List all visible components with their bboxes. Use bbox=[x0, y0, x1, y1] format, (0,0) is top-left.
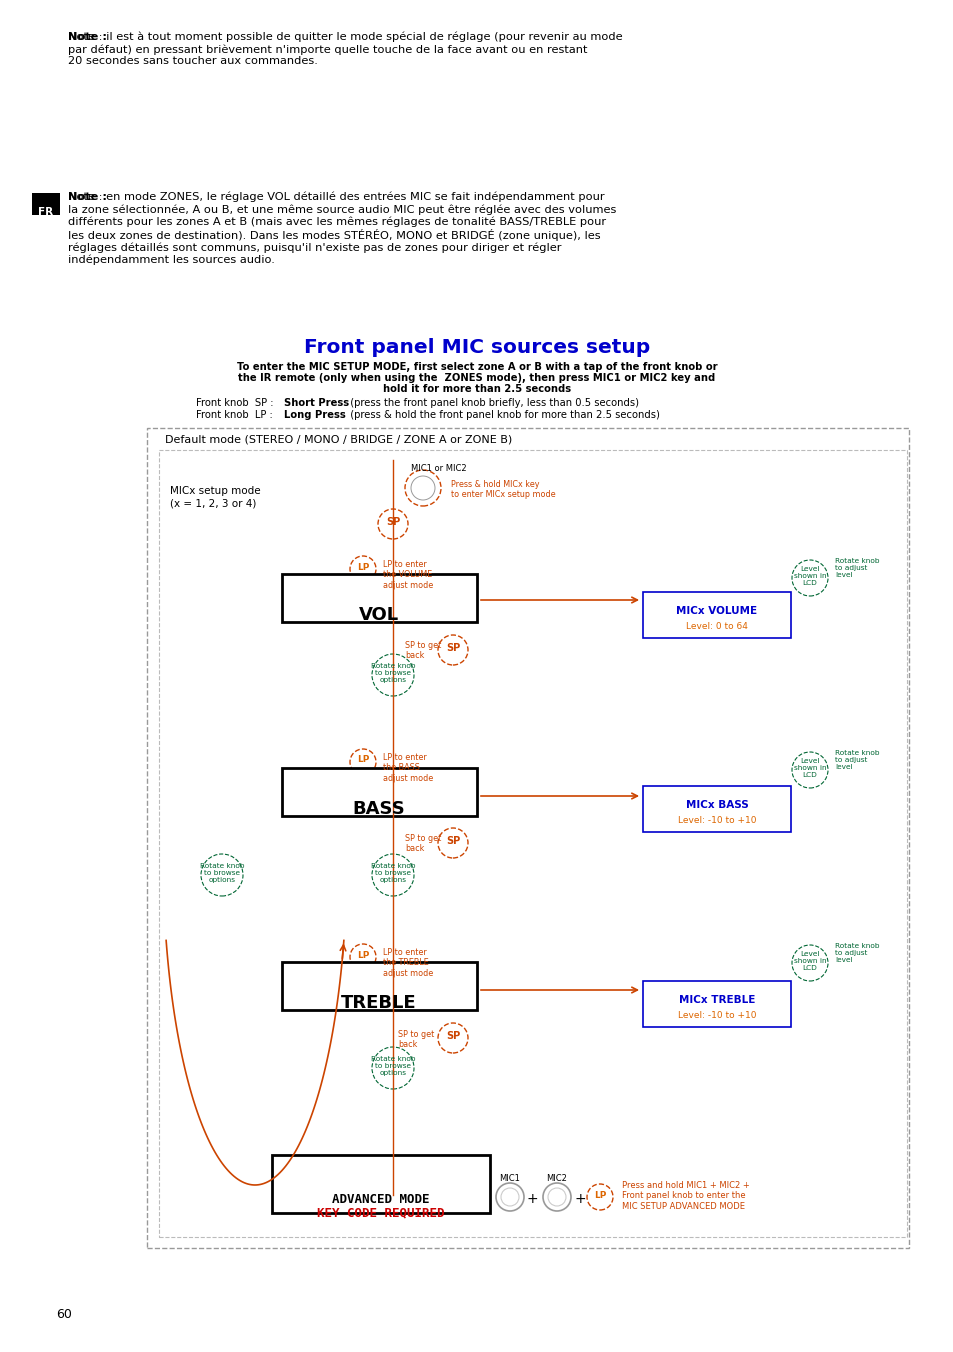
Text: Note : il est à tout moment possible de quitter le mode spécial de réglage (pour: Note : il est à tout moment possible de … bbox=[68, 32, 622, 66]
Text: Front knob  SP :: Front knob SP : bbox=[195, 397, 276, 408]
Text: FR: FR bbox=[38, 207, 53, 218]
Bar bbox=[272, 1155, 490, 1213]
Text: Note : en mode ZONES, le réglage VOL détaillé des entrées MIC se fait indépendam: Note : en mode ZONES, le réglage VOL dét… bbox=[68, 192, 616, 265]
Text: SP: SP bbox=[445, 1032, 459, 1041]
Text: MICx VOLUME: MICx VOLUME bbox=[676, 606, 757, 617]
Bar bbox=[32, 193, 60, 215]
Bar bbox=[147, 429, 908, 1248]
Text: (press the front panel knob briefly, less than 0.5 seconds): (press the front panel knob briefly, les… bbox=[344, 397, 639, 408]
Text: Rotate knob
to adjust
level: Rotate knob to adjust level bbox=[834, 558, 879, 579]
Text: SP to get
back: SP to get back bbox=[405, 641, 441, 660]
Text: Level
shown in
LCD: Level shown in LCD bbox=[793, 950, 825, 971]
Text: MICx setup mode: MICx setup mode bbox=[170, 485, 260, 496]
Text: To enter the MIC SETUP MODE, first select zone A or B with a tap of the front kn: To enter the MIC SETUP MODE, first selec… bbox=[236, 362, 717, 372]
Bar bbox=[282, 575, 476, 622]
Text: LP: LP bbox=[356, 562, 369, 572]
Text: LP to enter
the BASS
adjust mode: LP to enter the BASS adjust mode bbox=[382, 753, 433, 783]
Text: SP to get
back: SP to get back bbox=[397, 1030, 434, 1049]
Text: +: + bbox=[574, 1192, 585, 1206]
Text: TREBLE: TREBLE bbox=[341, 994, 416, 1013]
Text: Note :: Note : bbox=[68, 192, 107, 201]
Text: Level: -10 to +10: Level: -10 to +10 bbox=[677, 817, 756, 825]
Bar bbox=[642, 786, 790, 831]
Bar bbox=[159, 450, 906, 1237]
Text: Default mode (STEREO / MONO / BRIDGE / ZONE A or ZONE B): Default mode (STEREO / MONO / BRIDGE / Z… bbox=[165, 435, 512, 445]
Text: +: + bbox=[526, 1192, 537, 1206]
Text: Rotate knob
to browse
options: Rotate knob to browse options bbox=[371, 662, 415, 683]
Bar bbox=[642, 982, 790, 1028]
Text: BASS: BASS bbox=[353, 800, 405, 818]
Text: ADVANCED MODE: ADVANCED MODE bbox=[332, 1192, 429, 1206]
Text: Level
shown in
LCD: Level shown in LCD bbox=[793, 566, 825, 585]
Bar bbox=[642, 592, 790, 638]
Text: SP: SP bbox=[445, 836, 459, 846]
Text: KEY CODE REQUIRED: KEY CODE REQUIRED bbox=[317, 1206, 444, 1220]
Text: Front knob  LP :: Front knob LP : bbox=[195, 410, 275, 420]
Text: Press and hold MIC1 + MIC2 +
Front panel knob to enter the
MIC SETUP ADVANCED MO: Press and hold MIC1 + MIC2 + Front panel… bbox=[621, 1182, 749, 1211]
Text: Rotate knob
to adjust
level: Rotate knob to adjust level bbox=[834, 750, 879, 771]
Text: MIC1: MIC1 bbox=[499, 1174, 520, 1183]
Text: Level: 0 to 64: Level: 0 to 64 bbox=[685, 622, 747, 631]
Text: VOL: VOL bbox=[358, 606, 398, 625]
Text: LP: LP bbox=[593, 1191, 605, 1199]
Text: LP: LP bbox=[356, 950, 369, 960]
Text: SP: SP bbox=[385, 516, 399, 527]
Text: hold it for more than 2.5 seconds: hold it for more than 2.5 seconds bbox=[382, 384, 571, 393]
Text: SP: SP bbox=[445, 644, 459, 653]
Text: Rotate knob
to adjust
level: Rotate knob to adjust level bbox=[834, 942, 879, 963]
Text: LP: LP bbox=[356, 756, 369, 764]
Text: Note :: Note : bbox=[68, 32, 107, 42]
Bar bbox=[282, 768, 476, 817]
Text: Level
shown in
LCD: Level shown in LCD bbox=[793, 758, 825, 777]
Text: 60: 60 bbox=[56, 1307, 71, 1321]
Text: Front panel MIC sources setup: Front panel MIC sources setup bbox=[304, 338, 649, 357]
Text: Level: -10 to +10: Level: -10 to +10 bbox=[677, 1011, 756, 1019]
Text: LP to enter
the TREBLE
adjust mode: LP to enter the TREBLE adjust mode bbox=[382, 948, 433, 977]
Text: Rotate knob
to browse
options: Rotate knob to browse options bbox=[371, 1056, 415, 1076]
Text: the IR remote (only when using the  ZONES mode), then press MIC1 or MIC2 key and: the IR remote (only when using the ZONES… bbox=[238, 373, 715, 383]
Text: MICx TREBLE: MICx TREBLE bbox=[679, 995, 755, 1005]
Text: SP to get
back: SP to get back bbox=[405, 834, 441, 853]
Text: Short Press: Short Press bbox=[284, 397, 349, 408]
Bar bbox=[282, 963, 476, 1010]
Text: Rotate knob
to browse
options: Rotate knob to browse options bbox=[199, 863, 244, 883]
Text: Long Press: Long Press bbox=[284, 410, 345, 420]
Text: Rotate knob
to browse
options: Rotate knob to browse options bbox=[371, 863, 415, 883]
Text: MIC2: MIC2 bbox=[546, 1174, 567, 1183]
Text: (press & hold the front panel knob for more than 2.5 seconds): (press & hold the front panel knob for m… bbox=[344, 410, 659, 420]
Text: Press & hold MICx key
to enter MICx setup mode: Press & hold MICx key to enter MICx setu… bbox=[451, 480, 555, 499]
Text: MICx BASS: MICx BASS bbox=[685, 800, 747, 810]
Text: MIC1 or MIC2: MIC1 or MIC2 bbox=[411, 464, 466, 473]
Text: (x = 1, 2, 3 or 4): (x = 1, 2, 3 or 4) bbox=[170, 498, 256, 508]
Text: LP to enter
the VOLUME
adjust mode: LP to enter the VOLUME adjust mode bbox=[382, 560, 433, 589]
